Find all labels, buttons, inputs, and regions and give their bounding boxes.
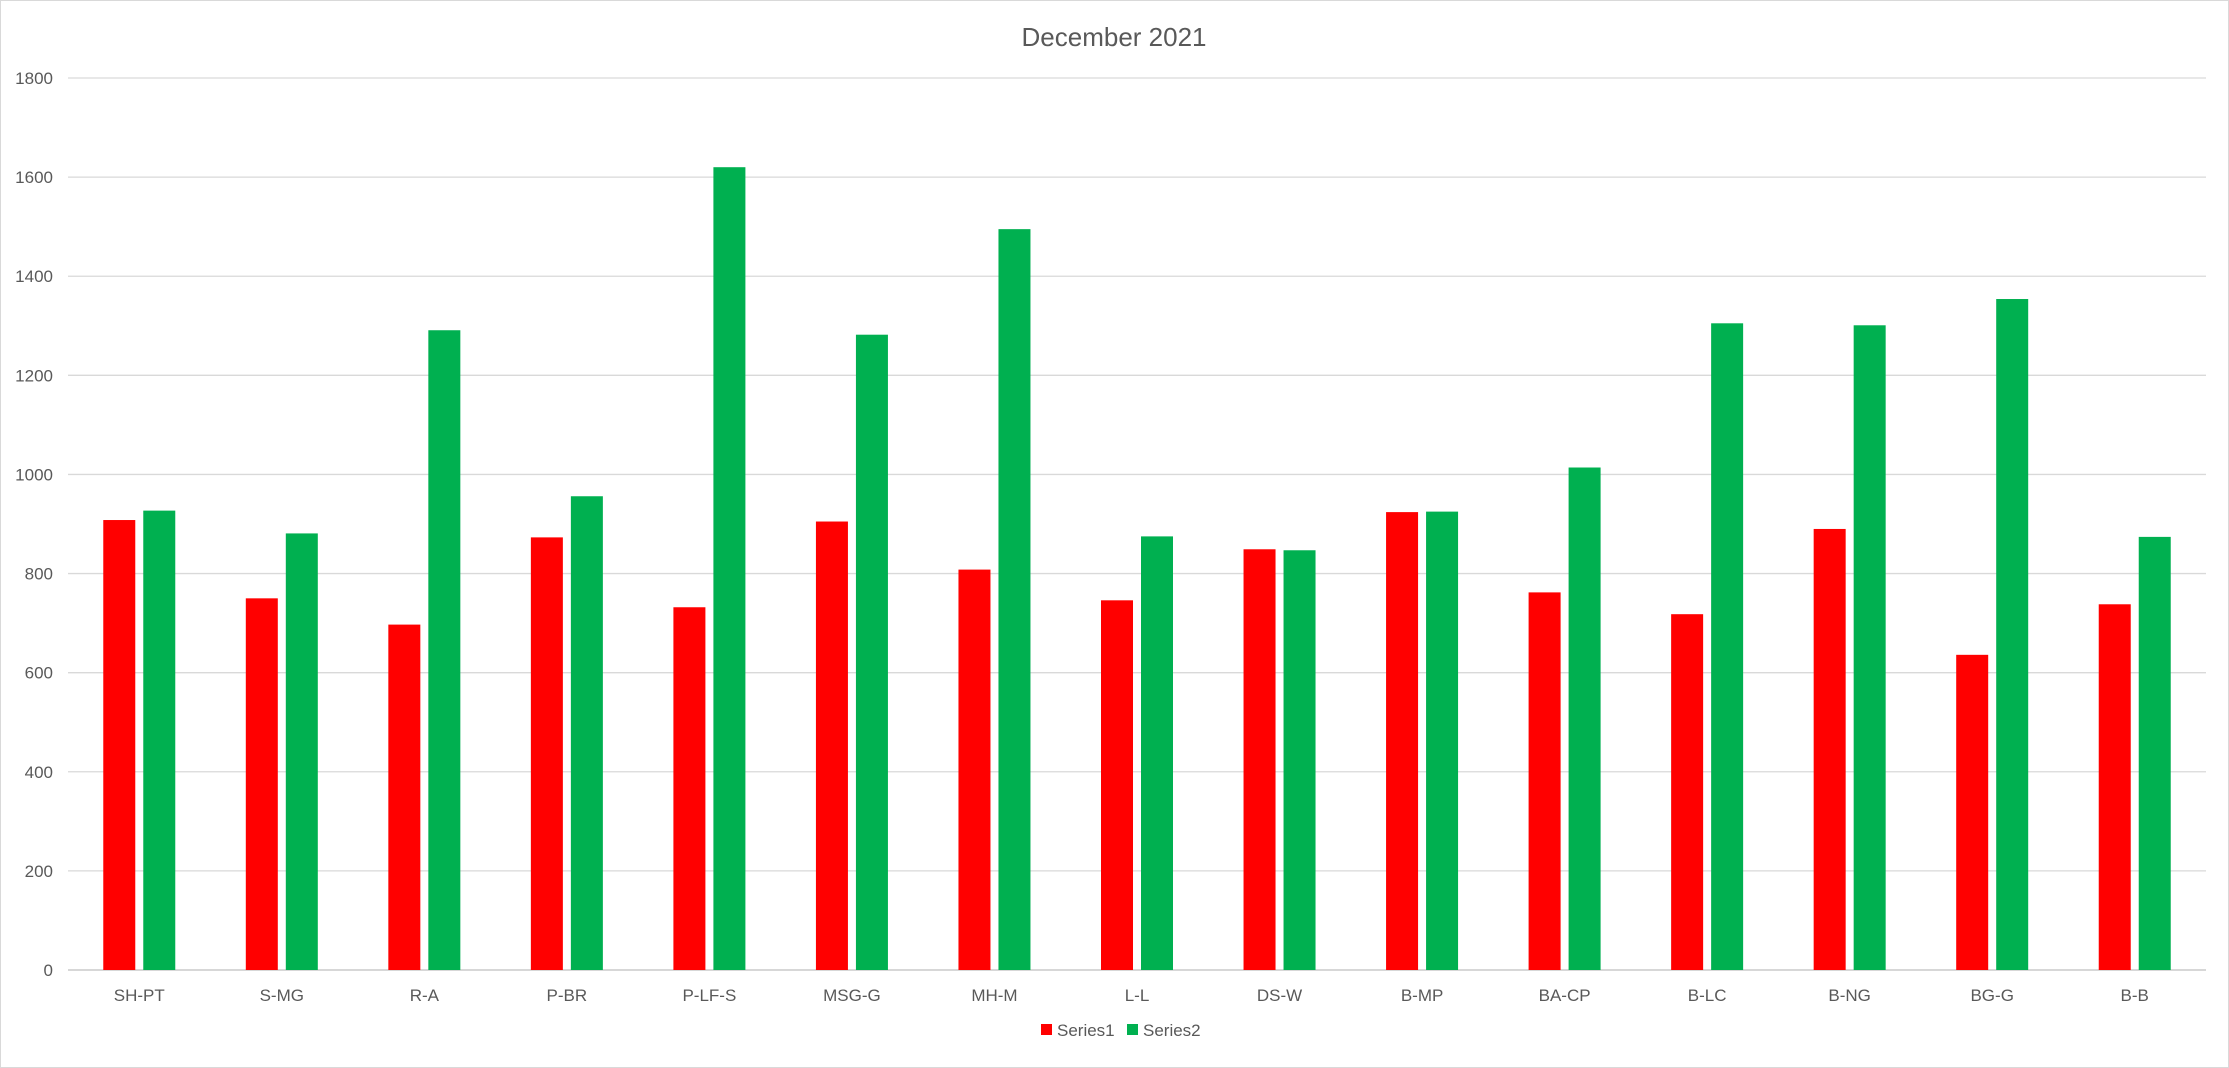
bar-series1-r-a bbox=[388, 624, 421, 970]
bar-series1-sh-pt bbox=[103, 520, 136, 970]
x-tick-label: B-MP bbox=[1401, 986, 1444, 1005]
bar-series1-ba-cp bbox=[1528, 592, 1561, 970]
x-tick-label: SH-PT bbox=[114, 986, 165, 1005]
bar-series1-l-l bbox=[1101, 600, 1133, 970]
y-tick-label: 0 bbox=[44, 961, 53, 980]
gridlines bbox=[68, 77, 2206, 971]
y-tick-label: 400 bbox=[25, 763, 53, 782]
y-tick-label: 1200 bbox=[15, 366, 53, 385]
x-tick-label: MSG-G bbox=[823, 986, 881, 1005]
chart-title: December 2021 bbox=[1022, 22, 1207, 52]
bar-series1-b-mp bbox=[1386, 512, 1419, 970]
bar-series2-b-lc bbox=[1711, 323, 1744, 970]
x-tick-label: S-MG bbox=[260, 986, 304, 1005]
bar-series2-mh-m bbox=[998, 229, 1031, 971]
bar-series2-b-b bbox=[2138, 536, 2171, 970]
x-tick-label: P-LF-S bbox=[682, 986, 736, 1005]
bar-series2-r-a bbox=[428, 330, 461, 970]
bar-series2-p-br bbox=[570, 496, 603, 970]
x-tick-label: R-A bbox=[410, 986, 440, 1005]
y-tick-label: 1800 bbox=[15, 69, 53, 88]
y-tick-label: 1600 bbox=[15, 168, 53, 187]
x-tick-label: P-BR bbox=[547, 986, 588, 1005]
legend: Series1 Series2 bbox=[1041, 1021, 1201, 1040]
x-tick-label: B-B bbox=[2121, 986, 2149, 1005]
bar-series1-b-lc bbox=[1671, 614, 1704, 970]
x-tick-label: BA-CP bbox=[1539, 986, 1591, 1005]
x-tick-label: B-LC bbox=[1688, 986, 1727, 1005]
bar-series1-mh-m bbox=[958, 569, 991, 970]
bar-series1-msg-g bbox=[815, 521, 848, 970]
bar-series2-s-mg bbox=[285, 533, 318, 970]
legend-swatch-series2 bbox=[1127, 1024, 1138, 1035]
bar-series1-p-lf-s bbox=[673, 607, 706, 970]
bars bbox=[103, 167, 2171, 971]
y-tick-label: 600 bbox=[25, 664, 53, 683]
y-tick-label: 800 bbox=[25, 565, 53, 584]
legend-label-series2: Series2 bbox=[1143, 1021, 1201, 1040]
x-tick-label: BG-G bbox=[1970, 986, 2013, 1005]
bar-series2-b-mp bbox=[1426, 511, 1459, 970]
y-tick-label: 1400 bbox=[15, 267, 53, 286]
bar-series1-ds-w bbox=[1243, 549, 1276, 970]
legend-label-series1: Series1 bbox=[1057, 1021, 1115, 1040]
bar-series2-ba-cp bbox=[1568, 467, 1601, 970]
bar-series1-b-ng bbox=[1813, 528, 1846, 970]
x-tick-label: DS-W bbox=[1257, 986, 1302, 1005]
bar-series1-bg-g bbox=[1956, 654, 1989, 970]
bar-series1-p-br bbox=[530, 537, 563, 970]
y-tick-label: 1000 bbox=[15, 465, 53, 484]
y-axis-tick-labels: 0 200 400 600 800 1000 1200 1400 1600 1800 bbox=[15, 69, 53, 980]
y-tick-label: 200 bbox=[25, 862, 53, 881]
bar-series2-ds-w bbox=[1283, 550, 1316, 970]
x-axis-tick-labels: SH-PT S-MG R-A P-BR P-LF-S MSG-G MH-M L-L DS-W B-… bbox=[114, 986, 2149, 1005]
bar-series2-sh-pt bbox=[143, 510, 176, 970]
bar-series2-p-lf-s bbox=[713, 167, 746, 970]
legend-swatch-series1 bbox=[1041, 1024, 1052, 1035]
x-tick-label: B-NG bbox=[1828, 986, 1871, 1005]
bar-series2-l-l bbox=[1141, 536, 1173, 970]
bar-series2-b-ng bbox=[1853, 325, 1886, 970]
x-tick-label: MH-M bbox=[971, 986, 1017, 1005]
x-tick-label: L-L bbox=[1125, 986, 1150, 1005]
bar-series2-msg-g bbox=[855, 334, 888, 971]
bar-series1-s-mg bbox=[245, 598, 278, 970]
bar-series2-bg-g bbox=[1996, 299, 2029, 970]
bar-series1-b-b bbox=[2098, 604, 2131, 970]
